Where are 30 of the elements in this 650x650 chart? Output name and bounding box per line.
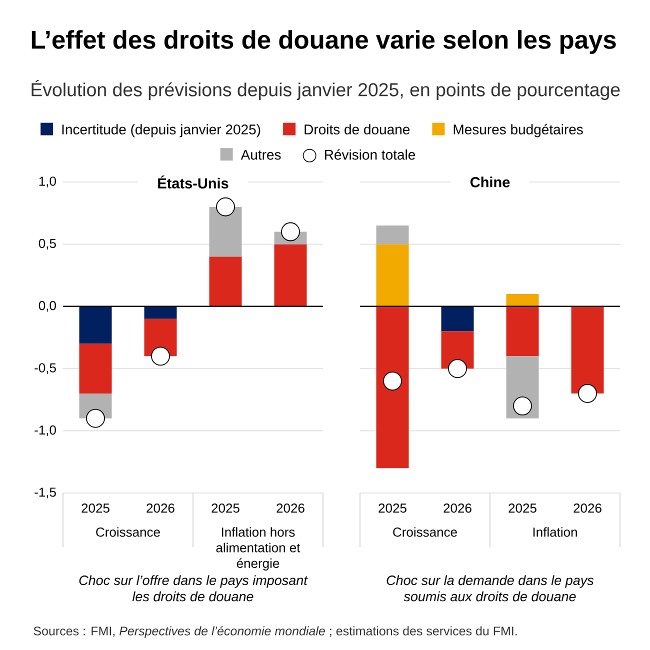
legend-label: Autres <box>240 150 281 160</box>
source-note: Sources : FMI, Perspectives de l’économie mondiale ; estimations des services du FMI. <box>34 626 517 638</box>
x-axis-title: Choc sur la demande dans le pays soumis aux droits de douane <box>386 575 594 602</box>
y-tick-label: -1,0 <box>34 425 56 436</box>
text: Évolution des prévisions depuis janvier 2025, en points de pourcentage <box>32 80 620 100</box>
y-tick-label: 0,5 <box>38 238 56 250</box>
x-tick-label: 2025 <box>212 504 240 513</box>
legend-label: Mesures budgétaires <box>454 124 583 138</box>
x-axis-title: Choc sur l’offre dans le pays imposant les droits de douane <box>79 575 308 602</box>
x-tick-label: 2025 <box>82 504 110 513</box>
x-tick-label: 2026 <box>444 504 472 513</box>
y-tick-label: -1,5 <box>34 488 56 498</box>
x-tick-label: 2025 <box>378 504 406 513</box>
chart-title: Chine <box>470 176 510 188</box>
text: Croissance <box>96 527 160 537</box>
x-tick-label: 2026 <box>276 504 304 513</box>
legend-label: Droits de douane <box>304 124 410 134</box>
x-tick-label: 2026 <box>574 504 602 513</box>
text: Inflation <box>533 527 577 537</box>
x-tick-label: 2025 <box>508 504 536 513</box>
text: Inflation hors alimentation et énergie <box>216 527 300 571</box>
legend-label: Incertitude (depuis janvier 2025) <box>62 124 260 138</box>
text: L’effet des droits de douane varie selon les pays <box>32 30 616 54</box>
chart-title: États-Unis <box>158 175 228 188</box>
legend-label: Révision totale <box>325 149 416 160</box>
x-tick-label: 2026 <box>146 504 174 513</box>
y-tick-label: -0,5 <box>34 363 56 374</box>
y-tick-label: 1,0 <box>39 176 56 188</box>
y-tick-label: 0,0 <box>38 301 56 312</box>
text: Croissance <box>393 527 457 537</box>
